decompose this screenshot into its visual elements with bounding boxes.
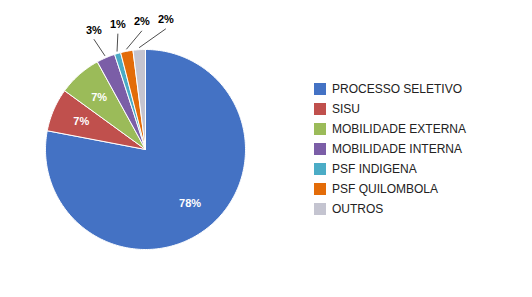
svg-text:2%: 2% bbox=[134, 15, 150, 27]
html-text:MOBILIDADE INTERNA: MOBILIDADE INTERNA bbox=[332, 141, 462, 156]
svg-text:3%: 3% bbox=[86, 23, 102, 35]
svg-text:2%: 2% bbox=[158, 13, 174, 25]
html-text:PROCESSO SELETIVO: PROCESSO SELETIVO bbox=[332, 81, 462, 96]
html-text:PSF INDIGENA: PSF INDIGENA bbox=[332, 161, 417, 176]
html-text:SISU: SISU bbox=[332, 101, 360, 116]
svg-text:7%: 7% bbox=[91, 90, 107, 102]
svg-text:78%: 78% bbox=[179, 196, 201, 208]
svg-text:7%: 7% bbox=[73, 115, 89, 127]
html-text:MOBILIDADE EXTERNA: MOBILIDADE EXTERNA bbox=[332, 121, 466, 136]
svg-text:1%: 1% bbox=[110, 18, 126, 30]
html-text:OUTROS: OUTROS bbox=[332, 201, 384, 216]
html-text:PSF QUILOMBOLA: PSF QUILOMBOLA bbox=[332, 181, 438, 196]
